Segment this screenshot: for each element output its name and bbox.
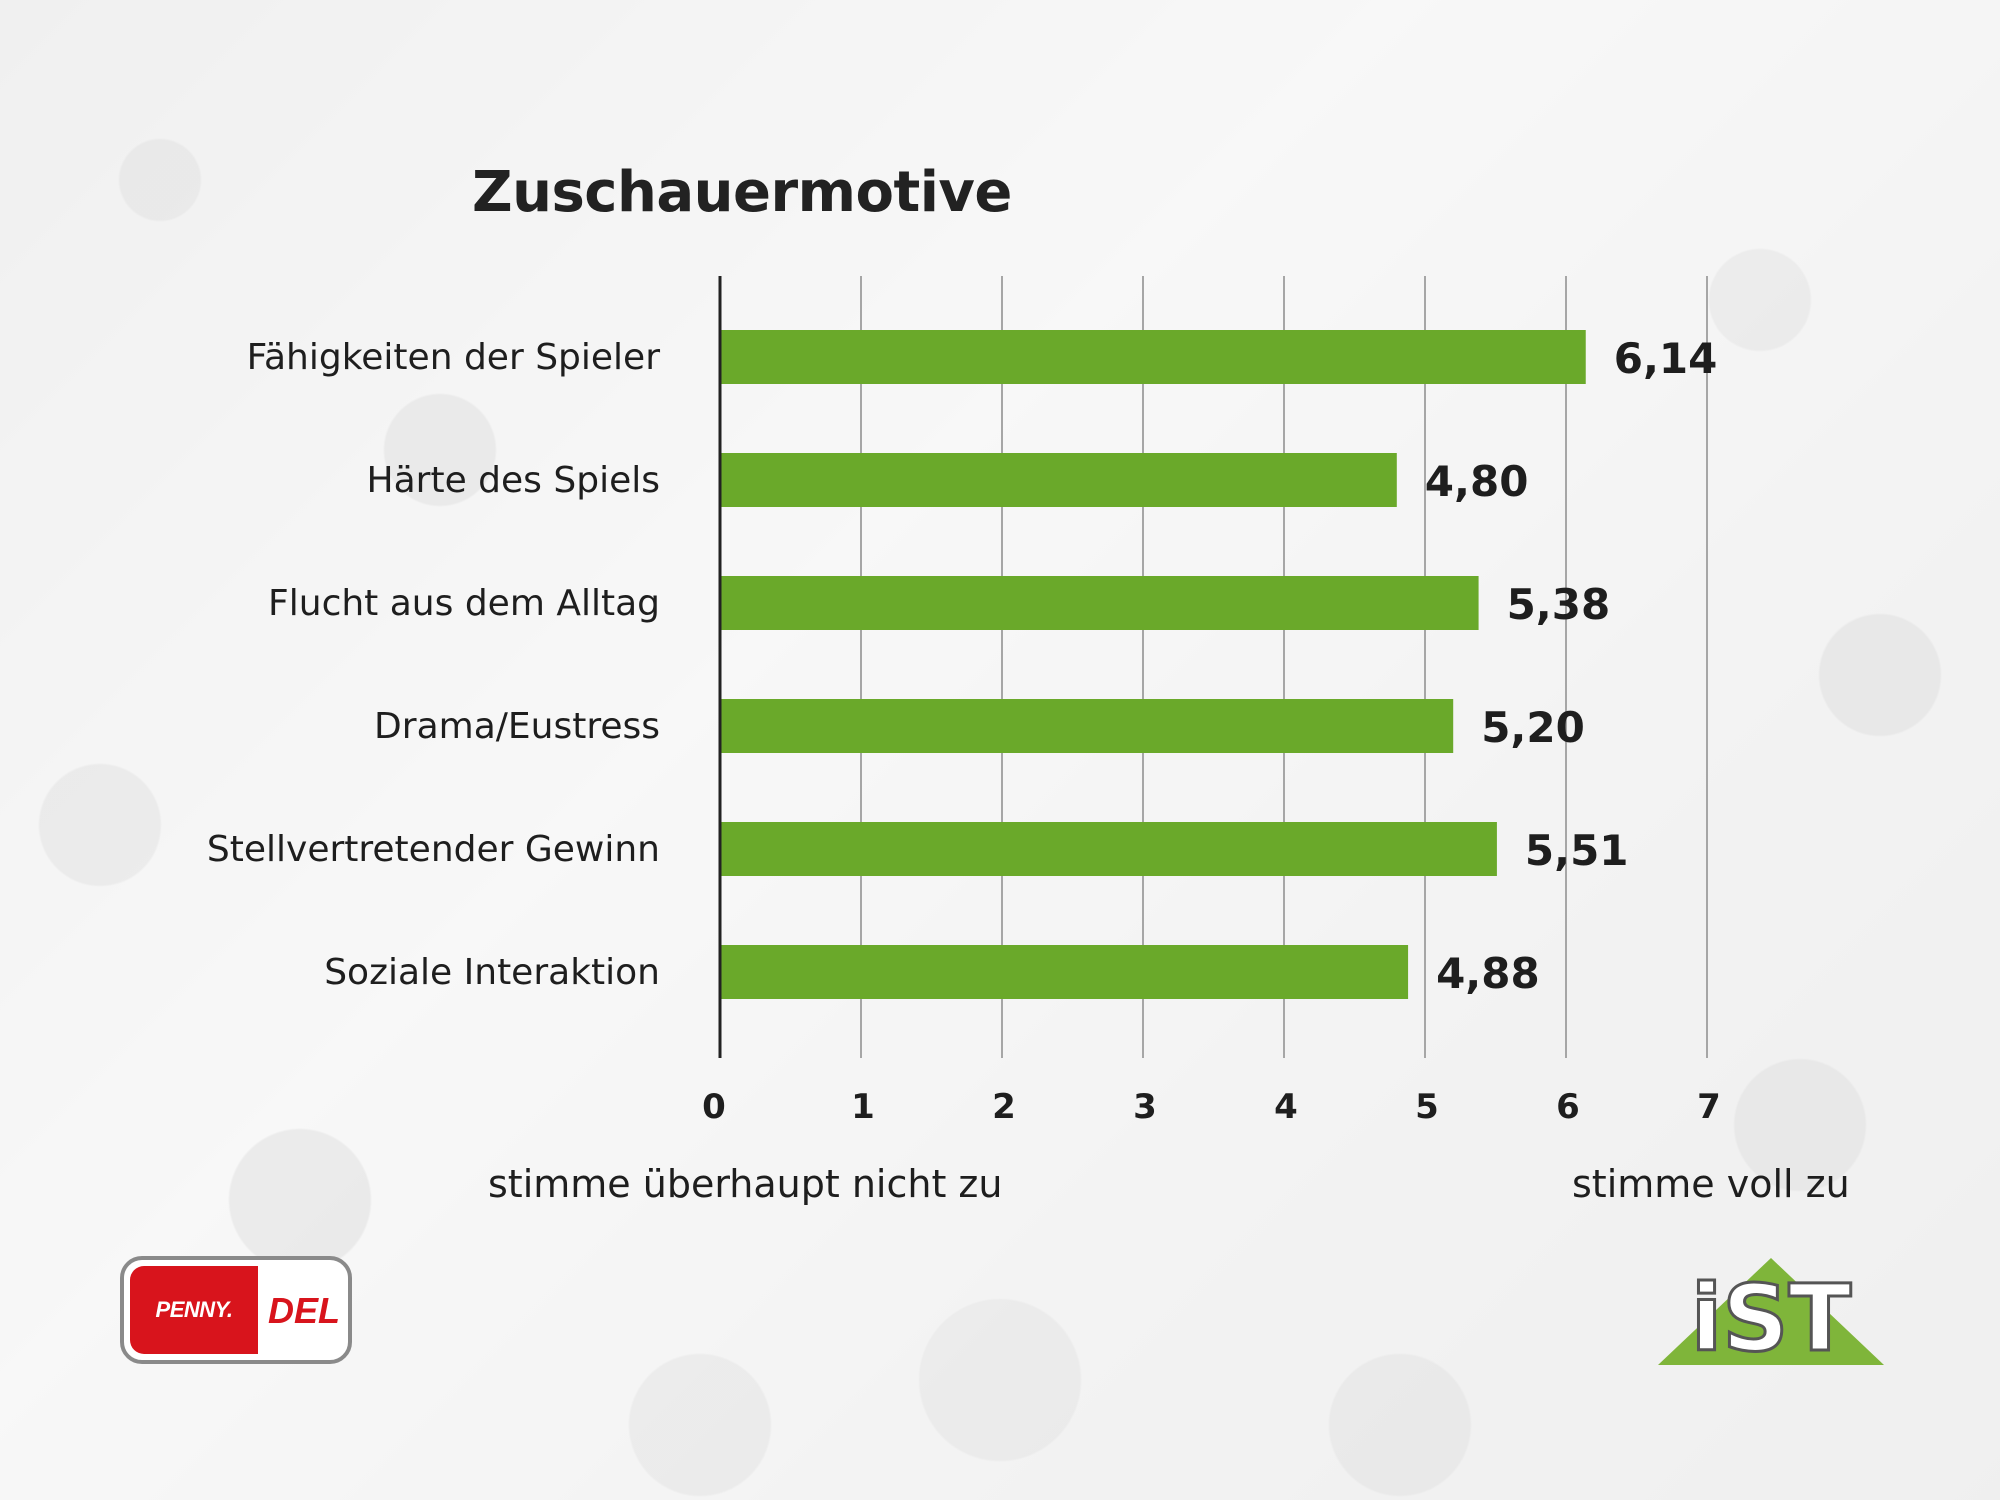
category-label: Fähigkeiten der Spieler [247,337,661,378]
x-tick-labels: 0 1 2 3 4 5 6 7 [702,1087,1721,1127]
bars [720,330,1586,999]
bar [720,822,1497,876]
category-label: Soziale Interaktion [324,952,660,993]
del-logo-block: DEL [262,1276,346,1346]
x-tick-label: 4 [1274,1087,1298,1127]
value-labels: 6,14 4,80 5,38 5,20 5,51 4,88 [1425,334,1718,998]
grid-lines [860,276,1708,1058]
x-axis-caption-left: stimme überhaupt nicht zu [488,1162,1003,1206]
x-tick-label: 6 [1556,1087,1580,1127]
del-logo-text: DEL [268,1290,340,1331]
x-axis-caption-right: stimme voll zu [1572,1162,1850,1206]
x-tick-label: 3 [1133,1087,1157,1127]
bar [720,945,1409,999]
value-label: 5,51 [1525,826,1629,875]
x-tick-label: 5 [1415,1087,1439,1127]
value-label: 4,80 [1425,457,1529,506]
category-label: Härte des Spiels [367,460,660,501]
bar [720,699,1454,753]
category-label: Drama/Eustress [374,706,660,747]
category-labels: Fähigkeiten der Spieler Härte des Spiels F… [207,337,660,993]
bar [720,330,1586,384]
bar [720,576,1479,630]
value-label: 6,14 [1614,334,1718,383]
ist-logo: iST [1658,1258,1884,1370]
penny-logo-block: PENNY. [130,1266,258,1354]
x-tick-label: 0 [702,1087,726,1127]
chart-title: Zuschauermotive [472,160,1012,225]
ist-logo-text: iST [1691,1265,1852,1370]
category-label: Stellvertretender Gewinn [207,829,660,870]
value-label: 5,20 [1481,703,1585,752]
x-tick-label: 1 [851,1087,875,1127]
category-label: Flucht aus dem Alltag [268,583,660,624]
bar [720,453,1397,507]
value-label: 5,38 [1507,580,1611,629]
x-tick-label: 7 [1697,1087,1721,1127]
penny-logo-text: PENNY. [155,1297,233,1322]
penny-del-logo: PENNY. DEL [120,1256,352,1364]
value-label: 4,88 [1436,949,1540,998]
x-tick-label: 2 [992,1087,1016,1127]
ist-logo-triangle [1658,1258,1884,1365]
